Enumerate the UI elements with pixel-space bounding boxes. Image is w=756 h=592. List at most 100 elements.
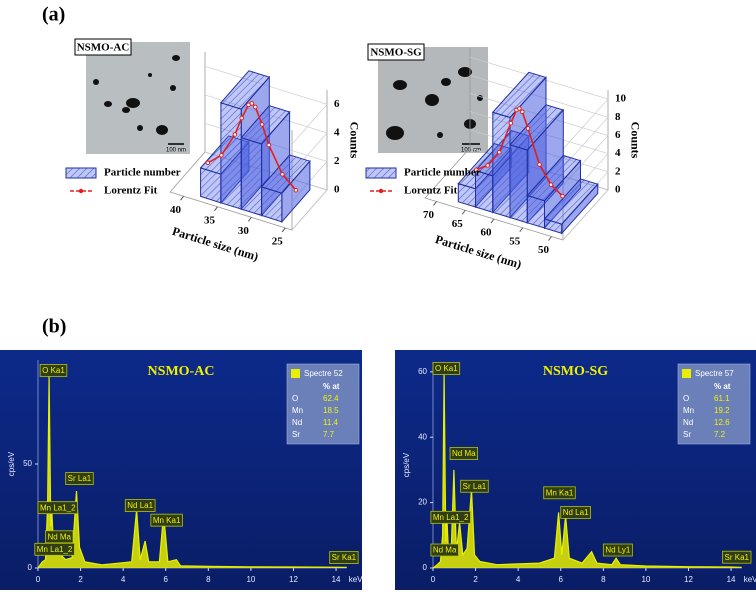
peak-label: Nd Ma — [452, 449, 476, 458]
x-tick — [548, 236, 552, 241]
legend-swatch — [682, 369, 691, 378]
x-tick-label: 2 — [473, 575, 478, 584]
x-tick — [461, 209, 466, 215]
y-tick-label: 0 — [615, 184, 621, 196]
spectrum-line — [37, 376, 347, 569]
sample-label: NSMO-AC — [77, 42, 130, 54]
x-tick-label: 14 — [332, 575, 341, 584]
y-tick-label: 0 — [423, 563, 428, 572]
y-tick-label: 0 — [334, 184, 340, 196]
x-unit: keV — [744, 575, 756, 584]
x-tick-label: 10 — [246, 575, 255, 584]
peak-label: Nd La1 — [127, 501, 153, 510]
legend-label: Particle number — [104, 167, 181, 179]
peak-label-box — [432, 362, 461, 375]
y-tick-label: 4 — [334, 126, 340, 138]
peak-label: Nd La1 — [563, 508, 589, 517]
sample-label-box — [367, 43, 425, 61]
x-tick-label: 8 — [601, 575, 606, 584]
y-tick-label: 2 — [334, 155, 340, 167]
x-tick-label: 30 — [238, 225, 250, 237]
particle — [122, 107, 130, 113]
fit-point — [205, 160, 211, 166]
peak-label: Nd Ma — [47, 532, 71, 541]
peak-label: Mn La1_2 — [37, 545, 73, 554]
x-tick-label: 50 — [538, 244, 550, 256]
x-tick — [247, 217, 252, 222]
particle — [104, 101, 112, 107]
x-tick-label: 10 — [641, 575, 650, 584]
peak-label-box — [722, 550, 752, 564]
chart-title: NSMO-AC — [148, 364, 215, 379]
particle — [437, 132, 443, 138]
particle — [148, 73, 152, 77]
y-tick-label: 20 — [418, 498, 427, 507]
grid-line — [469, 56, 609, 150]
legend-swatch — [291, 369, 300, 378]
bar-front — [492, 111, 511, 219]
fit-point — [548, 182, 554, 187]
peak-label-box — [460, 479, 489, 493]
micrograph: 100 nm NSMO-AC — [74, 38, 190, 154]
peak-label: Mn La1_2 — [433, 513, 469, 522]
legend-value: 11.4 — [323, 418, 339, 427]
x-tick-label: 8 — [206, 575, 211, 584]
fit-point — [473, 167, 479, 173]
peak-label: O Ka1 — [435, 364, 458, 373]
x-tick-label: 55 — [509, 235, 521, 247]
fit-point — [259, 122, 265, 127]
x-tick-label: 0 — [36, 575, 41, 584]
particle — [386, 126, 404, 140]
particle — [126, 98, 140, 108]
peak-label: Mn La1_2 — [40, 503, 76, 512]
peak-label-box — [150, 513, 183, 527]
x-tick — [281, 227, 286, 233]
legend-label: Lorentz Fit — [104, 185, 158, 197]
peak-label: Sr La1 — [68, 474, 92, 483]
x-unit: keV — [349, 575, 363, 584]
legend-element: O — [292, 394, 298, 403]
peak-label: Sr Ka1 — [725, 553, 750, 562]
peak-label: Sr La1 — [463, 482, 487, 491]
spectrum-line — [432, 371, 742, 569]
x-tick-label: 40 — [170, 204, 182, 216]
particle — [93, 79, 99, 85]
bar-side — [561, 182, 599, 235]
particle — [441, 78, 451, 86]
peak-label-box — [430, 510, 471, 524]
peak-label: O Ka1 — [42, 366, 65, 375]
fit-point — [537, 162, 542, 167]
bar-front — [509, 144, 528, 224]
legend-element: Sr — [292, 430, 300, 439]
particle — [425, 94, 439, 106]
y-tick-label: 4 — [615, 147, 621, 159]
y-tick-label: 6 — [615, 129, 621, 141]
legend-element: Nd — [683, 418, 693, 427]
legend-marker — [378, 188, 384, 194]
particle — [156, 125, 168, 135]
legend-header: % at — [714, 382, 731, 391]
y-tick-label: 40 — [418, 432, 427, 441]
fit-point — [219, 152, 224, 158]
x-tick — [490, 218, 495, 224]
y-tick-label: 10 — [615, 93, 627, 105]
fit-point — [232, 132, 238, 137]
legend-header: % at — [323, 382, 340, 391]
bar-front — [220, 102, 242, 210]
x-tick-label: 25 — [272, 235, 284, 247]
x-tick-label: 12 — [289, 575, 298, 584]
legend-label: Lorentz Fit — [404, 185, 458, 197]
legend-value: 12.6 — [714, 418, 730, 427]
particle — [477, 95, 483, 101]
legend-title: Spectre 57 — [695, 369, 734, 378]
x-tick-label: 35 — [204, 214, 216, 226]
chart-title: NSMO-SG — [543, 364, 608, 379]
particle — [137, 125, 143, 131]
eds-panel: NSMO-AC 0 2 4 6 8 10 12 14 keV 0 50 cps/eV O Ka1 Mn La… — [0, 350, 363, 590]
peak-label-box — [329, 551, 359, 564]
x-tick-label: 4 — [121, 575, 126, 584]
legend-value: 61.1 — [714, 394, 730, 403]
x-tick-label: 70 — [423, 209, 435, 221]
x-tick — [180, 195, 184, 201]
bar-front — [240, 137, 263, 217]
